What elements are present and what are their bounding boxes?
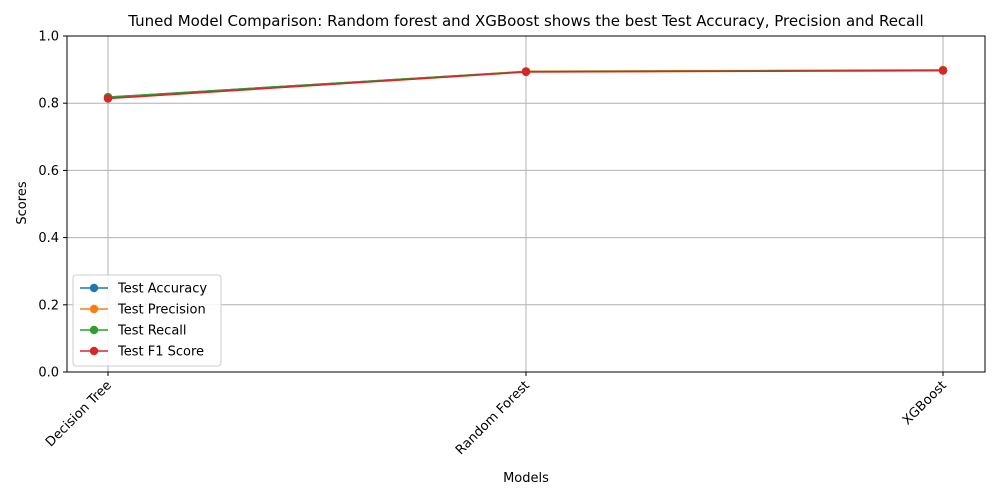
x-tick-label: Decision Tree bbox=[43, 378, 115, 450]
legend-item: Test F1 Score bbox=[80, 345, 204, 360]
legend-label: Test Precision bbox=[117, 303, 206, 318]
legend-marker bbox=[89, 283, 99, 293]
x-tick-label: Random Forest bbox=[453, 378, 533, 458]
legend-label: Test Recall bbox=[117, 324, 187, 339]
legend-item: Test Precision bbox=[80, 303, 206, 318]
y-tick-label: 0.0 bbox=[38, 366, 59, 381]
y-tick-label: 0.2 bbox=[38, 298, 59, 313]
y-tick-label: 0.8 bbox=[38, 97, 59, 112]
data-point bbox=[938, 66, 948, 75]
legend-label: Test F1 Score bbox=[117, 345, 204, 360]
legend-marker bbox=[89, 304, 99, 314]
legend-marker bbox=[89, 325, 99, 335]
y-tick-label: 0.6 bbox=[38, 164, 59, 179]
legend-item: Test Recall bbox=[80, 324, 187, 339]
data-point bbox=[521, 67, 531, 77]
legend-item: Test Accuracy bbox=[80, 282, 207, 297]
legend-label: Test Accuracy bbox=[117, 282, 207, 297]
series-test-f1-score bbox=[103, 66, 948, 103]
y-axis-label: Scores bbox=[15, 181, 30, 224]
data-point bbox=[103, 94, 113, 103]
y-tick-label: 0.4 bbox=[38, 231, 59, 246]
legend-marker bbox=[89, 346, 99, 356]
chart-title: Tuned Model Comparison: Random forest an… bbox=[127, 12, 923, 30]
y-tick-label: 1.0 bbox=[38, 30, 59, 45]
series-lines bbox=[103, 65, 948, 103]
x-tick-label: XGBoost bbox=[900, 378, 950, 428]
legend: Test Accuracy Test Precision Test Recall Te… bbox=[72, 274, 222, 367]
legend-box bbox=[72, 274, 222, 367]
x-axis-label: Models bbox=[503, 471, 549, 486]
